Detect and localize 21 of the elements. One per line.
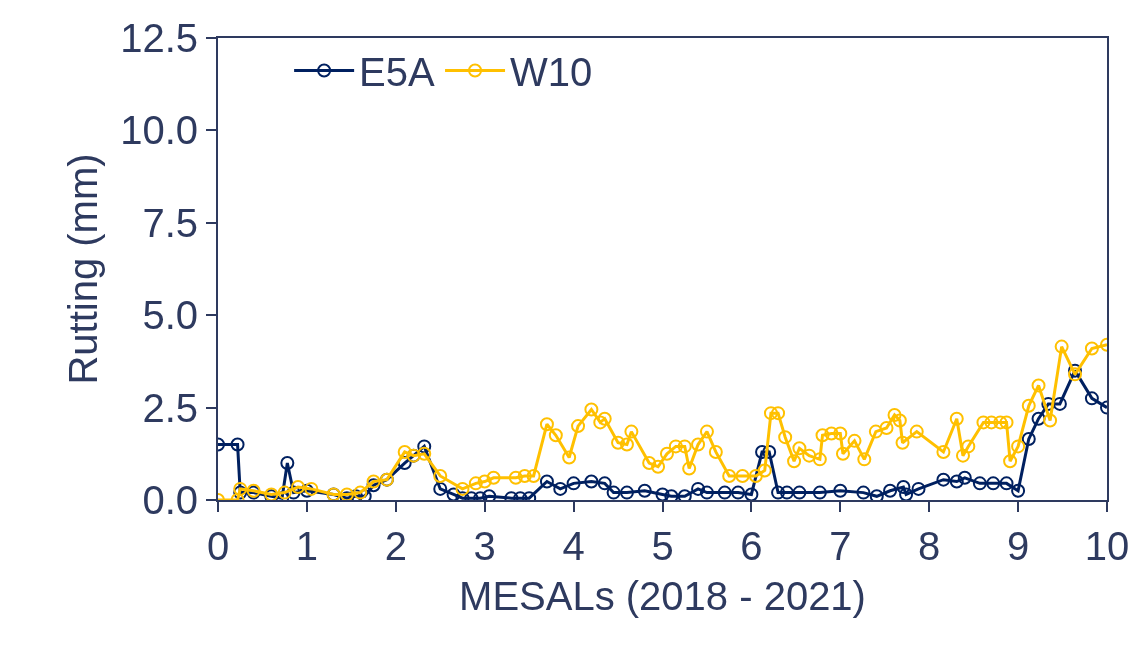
y-tick-label: 5.0 (142, 293, 198, 338)
x-tick-label: 0 (206, 524, 230, 568)
y-tick-label: 12.5 (120, 16, 198, 60)
x-tick-label: 3 (473, 524, 496, 568)
x-tick-label: 10 (1084, 524, 1130, 568)
x-tick-label: 1 (295, 524, 319, 568)
y-tick-label: 0.0 (142, 478, 198, 522)
x-tick-label: 2 (384, 524, 407, 568)
x-axis-title: MESALs (2018 - 2021) (459, 574, 866, 618)
x-tick-label: 5 (651, 524, 674, 568)
x-tick-label: 9 (1006, 524, 1030, 568)
x-tick-label: 4 (562, 524, 585, 568)
x-tick-label: 7 (829, 524, 852, 568)
y-axis-title: Rutting (mm) (61, 153, 106, 385)
y-tick-label: 7.5 (142, 200, 198, 245)
y-tick-label: 10.0 (120, 108, 198, 153)
y-tick-label: 2.5 (142, 385, 198, 430)
x-tick-label: 6 (740, 524, 763, 568)
x-tick-label: 8 (918, 524, 941, 568)
legend-label: E5A (359, 50, 436, 95)
legend-label: W10 (510, 50, 593, 95)
